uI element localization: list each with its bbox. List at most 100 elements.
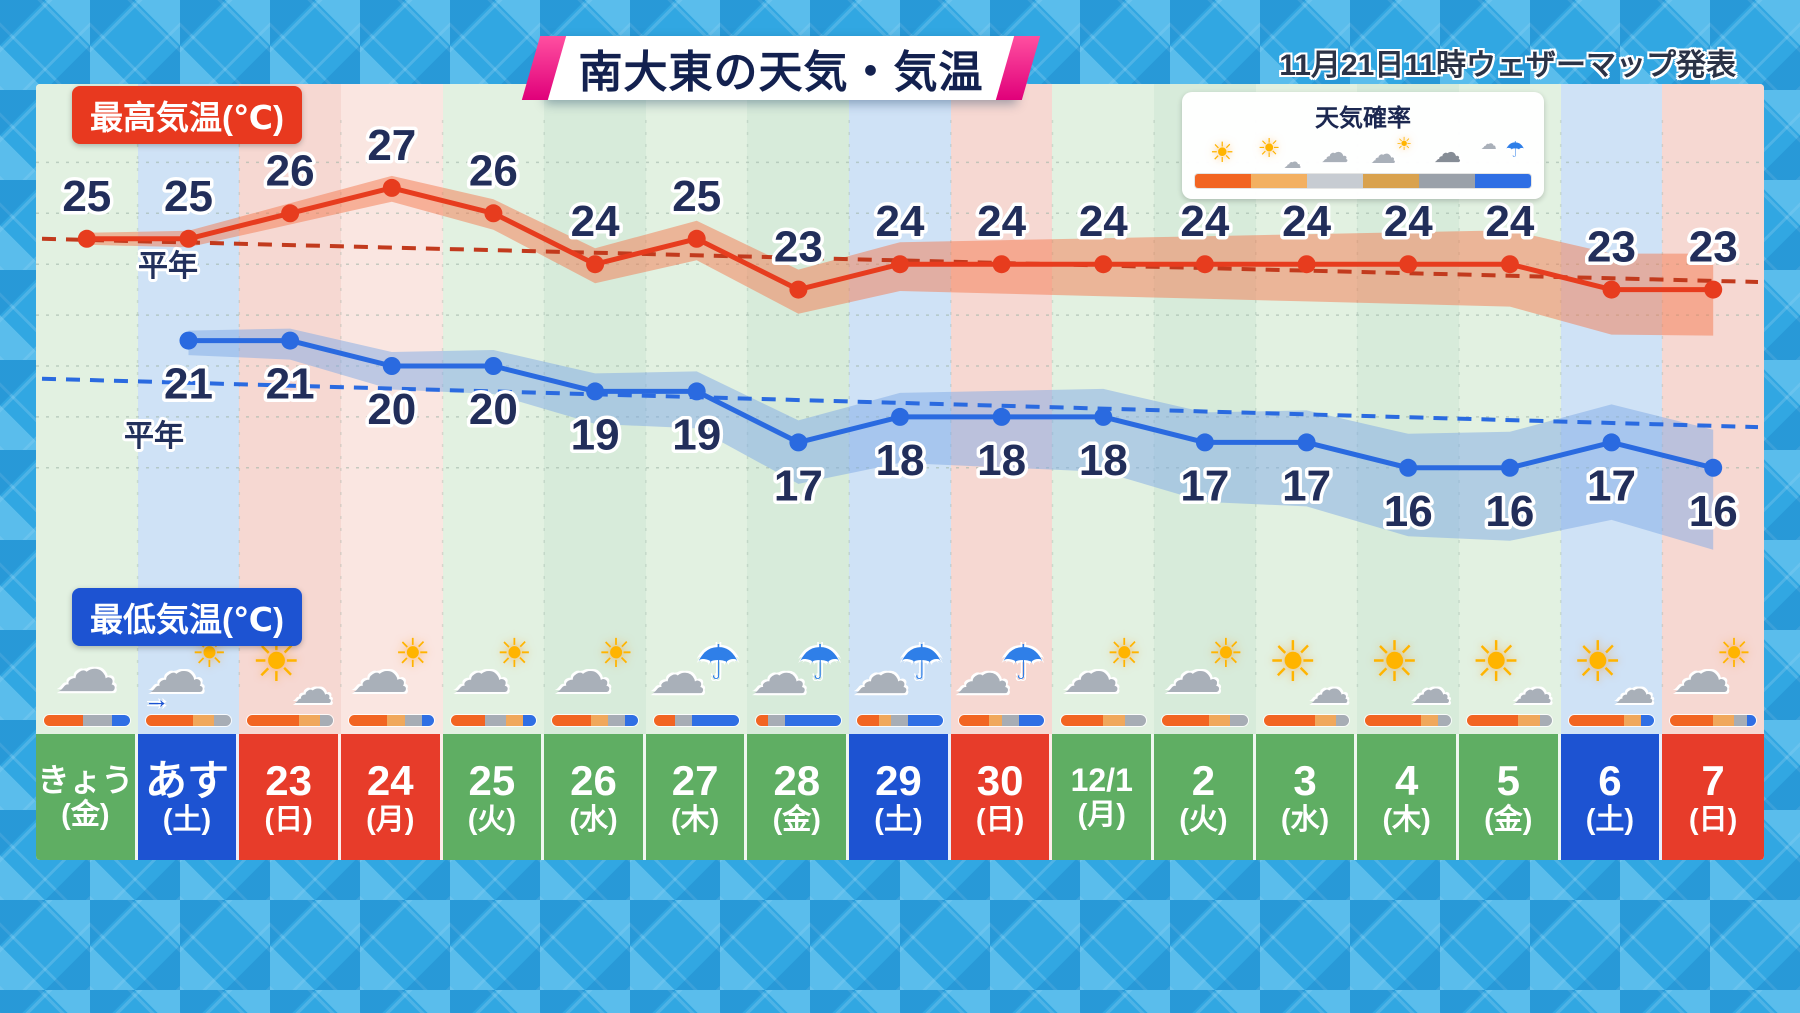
dow-label: (土) bbox=[1585, 803, 1635, 836]
date-label: 29 bbox=[875, 756, 922, 804]
issued-timestamp: 11月21日11時ウェザーマップ発表 bbox=[1279, 49, 1736, 82]
probability-segment-orange bbox=[857, 715, 879, 726]
date-label: きょう bbox=[37, 761, 134, 798]
probability-segment-tan bbox=[1518, 715, 1540, 726]
dow-label: (木) bbox=[671, 803, 720, 836]
day-column: ☁ ☂ 27 (木) bbox=[645, 84, 748, 860]
probability-segment-tan bbox=[298, 715, 320, 726]
date-cell: 3 (水) bbox=[1255, 734, 1358, 860]
cloud-sun-icon: ☀ ☁ bbox=[452, 632, 533, 705]
weather-probability-bar bbox=[1567, 714, 1656, 727]
cloud-dark-icon: ☁ bbox=[1433, 137, 1462, 168]
legend-color-bar bbox=[1194, 173, 1532, 189]
probability-segment-blue bbox=[1018, 715, 1045, 726]
probability-segment-orange bbox=[1263, 715, 1316, 726]
dow-label: (火) bbox=[467, 803, 517, 836]
cloud-sun-icon: ☀ ☁ bbox=[1062, 632, 1143, 705]
legend-bar-segment bbox=[1307, 174, 1363, 188]
date-label: 4 bbox=[1394, 756, 1419, 804]
probability-segment-orange bbox=[552, 715, 591, 726]
day-column: ☀ ☁ 3 (水) bbox=[1255, 84, 1358, 860]
probability-segment-tan bbox=[387, 715, 405, 726]
cloud-rain-icon: ☁ ☂ bbox=[853, 637, 943, 705]
legend-item: ☀ ☁ bbox=[1363, 135, 1419, 171]
probability-segment-orange bbox=[1060, 715, 1104, 726]
rain-icon: ☁ ☂ bbox=[1480, 136, 1525, 162]
date-cell: 5 (金) bbox=[1458, 734, 1561, 860]
dow-label: (水) bbox=[1280, 803, 1330, 836]
probability-segment-orange bbox=[44, 715, 83, 726]
chart-stripe bbox=[849, 84, 951, 634]
probability-segment-tan bbox=[1624, 715, 1642, 726]
weather-probability-bar bbox=[957, 714, 1046, 727]
probability-segment-blue bbox=[1747, 715, 1756, 726]
date-label: あす bbox=[144, 756, 229, 804]
date-cell: 25 (火) bbox=[442, 734, 545, 860]
probability-segment-orange bbox=[653, 715, 676, 726]
probability-segment-orange bbox=[349, 715, 388, 726]
dow-label: (火) bbox=[1179, 803, 1228, 836]
dow-label: (金) bbox=[61, 798, 110, 831]
probability-segment-gray bbox=[404, 715, 422, 726]
dow-label: (日) bbox=[264, 803, 313, 836]
legend-item: ☁ ☂ bbox=[1476, 135, 1532, 171]
day-columns: ☁ きょう (金) ☀ ☁ → あす (土) ☀ ☁ 23 (日) ☀ ☁ 24 (月) ☀ ☁ 25 (火) ☀ ☁ 26… bbox=[36, 84, 1764, 860]
chart-stripe bbox=[544, 84, 646, 634]
chart-stripe bbox=[1052, 84, 1154, 634]
chart-stripe bbox=[443, 84, 545, 634]
weather-probability-bar bbox=[856, 714, 944, 727]
probability-segment-blue bbox=[1641, 715, 1655, 726]
date-cell: 2 (火) bbox=[1154, 734, 1256, 860]
date-label: 25 bbox=[468, 756, 516, 804]
day-column: ☀ ☁ 4 (木) bbox=[1357, 84, 1459, 860]
date-label: 2 bbox=[1191, 756, 1216, 804]
probability-segment-orange bbox=[450, 715, 485, 726]
weather-probability-bar bbox=[246, 714, 334, 727]
cloud-icon: ☁ bbox=[55, 636, 118, 705]
chart-stripe bbox=[747, 84, 849, 634]
date-cell: 23 (日) bbox=[239, 734, 341, 860]
date-cell: 24 (月) bbox=[340, 734, 443, 860]
probability-segment-blue bbox=[112, 715, 130, 726]
sun-icon: ☀ bbox=[1209, 137, 1235, 168]
chart-stripe bbox=[341, 84, 443, 634]
date-cell: きょう (金) bbox=[36, 734, 138, 860]
probability-segment-orange bbox=[755, 715, 769, 726]
legend-bar-segment bbox=[1195, 174, 1251, 188]
probability-segment-tan bbox=[1713, 715, 1735, 726]
probability-segment-gray bbox=[891, 715, 909, 726]
probability-segment-gray bbox=[1539, 715, 1553, 726]
probability-segment-tan bbox=[1209, 715, 1231, 726]
probability-segment-blue bbox=[624, 715, 638, 726]
legend-bar-segment bbox=[1475, 174, 1531, 188]
date-label: 12/1 bbox=[1070, 761, 1133, 798]
weather-probability-bar bbox=[449, 714, 538, 727]
probability-segment-orange bbox=[1467, 715, 1519, 726]
day-column: ☀ ☁ 12/1 (月) bbox=[1052, 84, 1155, 860]
dow-label: (水) bbox=[569, 803, 618, 836]
page-title-banner: 南大東の天気・気温 bbox=[521, 36, 1041, 100]
dow-label: (日) bbox=[1688, 803, 1738, 836]
dow-label: (金) bbox=[1484, 803, 1533, 836]
probability-segment-gray bbox=[1336, 715, 1350, 726]
cloud-sun-icon: ☀ ☁ bbox=[350, 632, 431, 705]
day-column: ☀ ☁ 23 (日) bbox=[239, 84, 341, 860]
probability-segment-orange bbox=[1568, 715, 1625, 726]
date-cell: 7 (日) bbox=[1662, 734, 1764, 860]
dow-label: (木) bbox=[1382, 803, 1431, 836]
legend-icons-row: ☀ ☀ ☁ ☁ ☀ ☁ ☁ ☁ ☂ bbox=[1194, 135, 1532, 171]
probability-segment-gray bbox=[675, 715, 693, 726]
sun-cloud-icon: ☀ ☁ bbox=[1267, 630, 1350, 712]
probability-segment-gray bbox=[1001, 715, 1019, 726]
low-temp-label: 最低気温(℃) bbox=[72, 588, 302, 646]
cloud-icon: ☁ bbox=[1320, 137, 1349, 168]
sun-cloud-icon: ☀ ☁ bbox=[1572, 630, 1655, 712]
probability-segment-gray bbox=[214, 715, 232, 726]
probability-segment-orange bbox=[1670, 715, 1714, 726]
day-column: ☁ ☂ 28 (金) bbox=[747, 84, 850, 860]
sun-cloud-icon: ☀ ☁ bbox=[1257, 133, 1302, 172]
chart-stripe bbox=[951, 84, 1053, 634]
legend-item: ☀ ☁ bbox=[1250, 135, 1306, 171]
weather-probability-bar bbox=[1364, 714, 1452, 727]
